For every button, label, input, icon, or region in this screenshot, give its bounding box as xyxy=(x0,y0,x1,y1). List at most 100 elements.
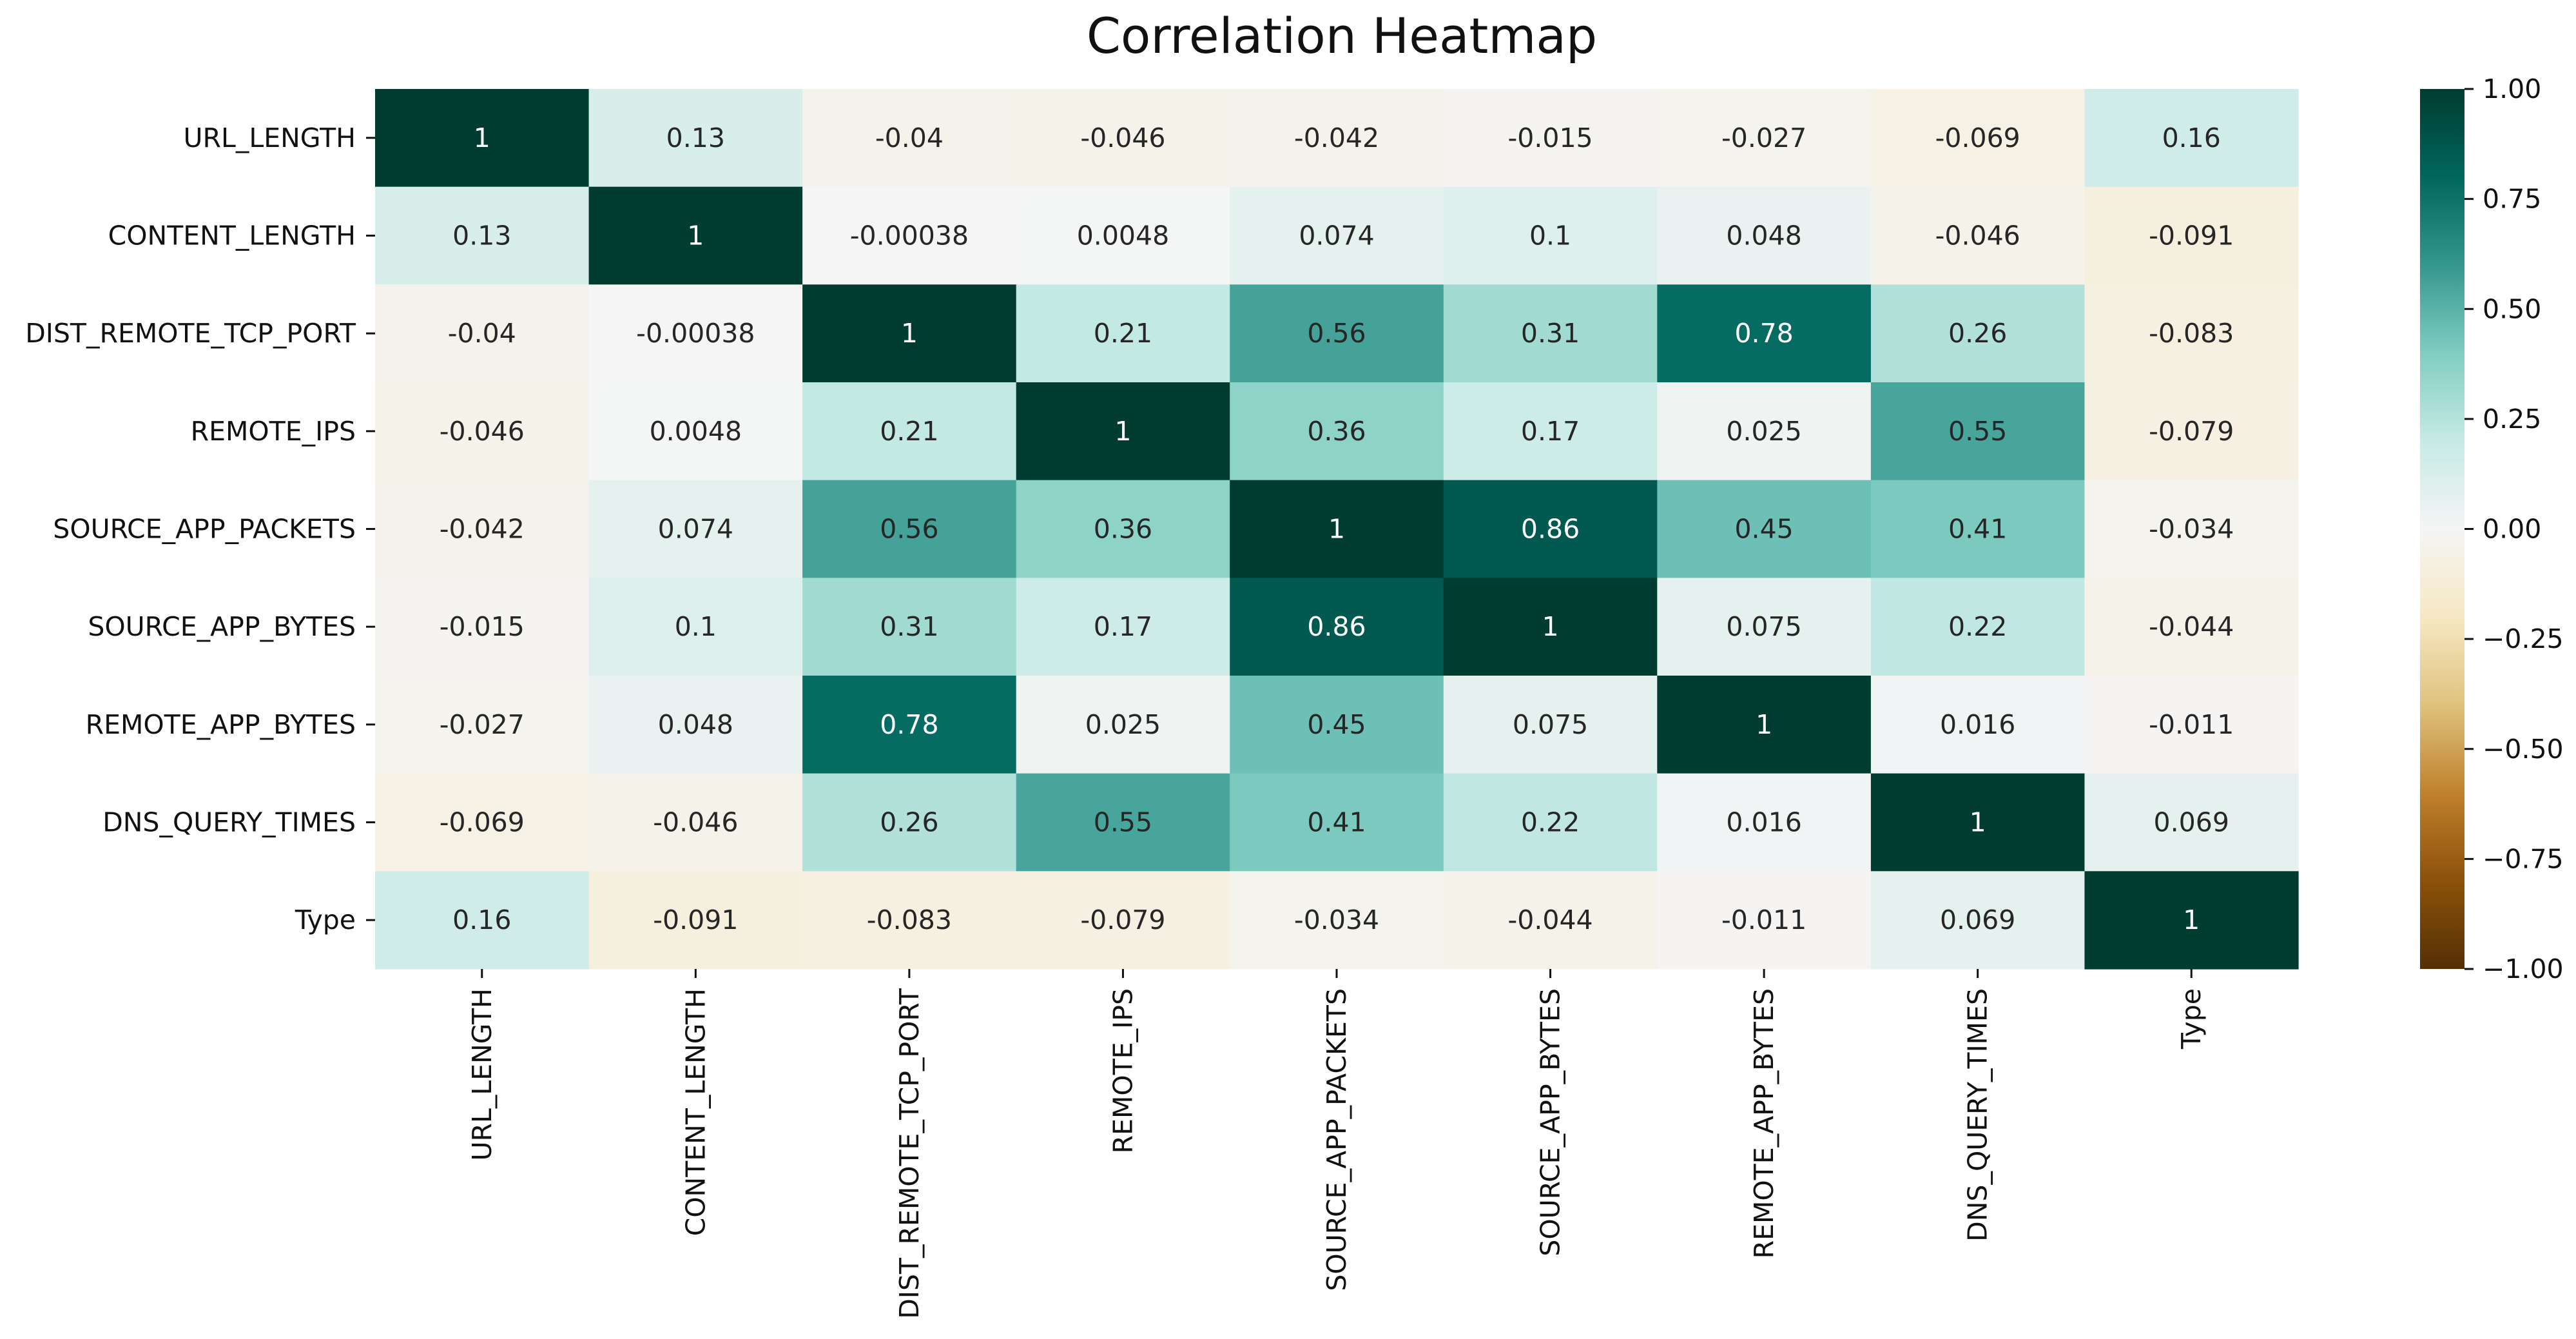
heatmap-cell xyxy=(2084,480,2299,578)
cell-value-label: 0.069 xyxy=(2154,807,2229,838)
heatmap-cell xyxy=(1443,284,1658,383)
colorbar-tick-label: 0.75 xyxy=(2483,184,2541,215)
cell-value-label: 0.86 xyxy=(1307,611,1366,642)
cell-value-label: 0.13 xyxy=(666,122,725,153)
cell-value-label: 0.22 xyxy=(1948,611,2007,642)
cell-value-label: 1 xyxy=(687,220,704,251)
cell-value-label: 0.78 xyxy=(880,709,938,740)
heatmap-cell xyxy=(1230,89,1444,188)
colorbar-ticks: 1.00 0.75 0.50 0.25 0.00 −0.25 −0.50 −0.75 −1.00 xyxy=(2465,73,2564,984)
x-tick-label: DNS_QUERY_TIMES xyxy=(1962,988,1993,1242)
heatmap-cell xyxy=(375,284,590,383)
heatmap-cell xyxy=(1870,480,2086,578)
cell-value-label: -0.091 xyxy=(2149,220,2234,251)
colorbar-tick-label: −1.00 xyxy=(2483,953,2564,984)
heatmap-cell xyxy=(1657,871,1872,970)
cell-value-label: 0.025 xyxy=(1085,709,1161,740)
heatmap-cell xyxy=(1016,480,1230,578)
cell-value-label: 0.17 xyxy=(1094,611,1152,642)
heatmap-cell xyxy=(375,871,590,970)
cell-value-label: -0.00038 xyxy=(636,318,755,349)
heatmap-cell xyxy=(802,480,1017,578)
cell-value-label: 0.26 xyxy=(880,807,938,838)
cell-value-label: -0.042 xyxy=(1294,122,1379,153)
cell-value-label: -0.027 xyxy=(1721,122,1806,153)
heatmap-cell xyxy=(1443,382,1658,481)
heatmap-cell xyxy=(588,186,803,285)
cell-value-label: 0.13 xyxy=(452,220,511,251)
x-tick-label: REMOTE_IPS xyxy=(1107,988,1138,1153)
heatmap-cell xyxy=(375,773,590,872)
heatmap-cell xyxy=(1016,284,1230,383)
cell-value-label: -0.04 xyxy=(448,318,516,349)
cell-value-label: 0.86 xyxy=(1521,514,1580,545)
heatmap-cell xyxy=(802,871,1017,970)
cell-value-label: -0.046 xyxy=(440,416,525,447)
cell-value-label: 0.78 xyxy=(1734,318,1793,349)
heatmap-cell xyxy=(2084,871,2299,970)
cell-value-label: 0.36 xyxy=(1094,514,1152,545)
cell-value-label: -0.027 xyxy=(440,709,525,740)
cell-value-label: 0.55 xyxy=(1948,416,2007,447)
y-tick-label: REMOTE_IPS xyxy=(191,416,356,447)
heatmap-cell xyxy=(375,578,590,676)
cell-value-label: -0.069 xyxy=(1935,122,2020,153)
heatmap-cell xyxy=(1870,186,2086,285)
cell-value-label: 0.22 xyxy=(1521,807,1580,838)
heatmap-cell xyxy=(1443,773,1658,872)
heatmap-cell xyxy=(1230,871,1444,970)
cell-value-label: 0.075 xyxy=(1513,709,1588,740)
heatmap-cell xyxy=(588,284,803,383)
cell-value-label: -0.034 xyxy=(1294,904,1379,935)
cell-value-label: 0.069 xyxy=(1940,904,2015,935)
cell-value-label: 0.048 xyxy=(1726,220,1801,251)
y-tick-label: DIST_REMOTE_TCP_PORT xyxy=(25,318,356,349)
heatmap-cell xyxy=(1443,871,1658,970)
heatmap-cell xyxy=(1657,578,1872,676)
cell-value-label: 0.21 xyxy=(880,416,938,447)
x-tick-label: REMOTE_APP_BYTES xyxy=(1748,988,1779,1258)
x-tick-label: SOURCE_APP_PACKETS xyxy=(1321,988,1352,1291)
heatmap-cell xyxy=(802,676,1017,774)
heatmap-cell xyxy=(1443,480,1658,578)
heatmap-cell xyxy=(1016,871,1230,970)
heatmap-cells: 1 0.13 -0.04 -0.046 -0.042 -0.015 -0.027 -0.069… xyxy=(375,89,2299,970)
cell-value-label: -0.04 xyxy=(875,122,944,153)
heatmap-cell xyxy=(1657,480,1872,578)
cell-value-label: -0.046 xyxy=(1080,122,1165,153)
heatmap-cell xyxy=(588,773,803,872)
heatmap-cell xyxy=(1230,773,1444,872)
colorbar: 1.00 0.75 0.50 0.25 0.00 −0.25 −0.50 −0.75 −1.00 xyxy=(2420,73,2564,984)
cell-value-label: 0.1 xyxy=(1529,220,1571,251)
heatmap-cell xyxy=(802,89,1017,188)
cell-value-label: 0.075 xyxy=(1726,611,1801,642)
cell-value-label: 0.31 xyxy=(1521,318,1580,349)
heatmap-cell xyxy=(2084,578,2299,676)
heatmap-cell xyxy=(1230,578,1444,676)
cell-value-label: -0.042 xyxy=(440,514,525,545)
heatmap-cell xyxy=(2084,773,2299,872)
heatmap-cell xyxy=(588,578,803,676)
colorbar-tick-label: 0.00 xyxy=(2483,514,2541,545)
heatmap-cell xyxy=(2084,89,2299,188)
cell-value-label: -0.079 xyxy=(1080,904,1165,935)
heatmap-cell xyxy=(1230,284,1444,383)
heatmap-cell xyxy=(1230,480,1444,578)
colorbar-tick-label: −0.50 xyxy=(2483,734,2564,765)
cell-value-label: 1 xyxy=(2183,904,2200,935)
cell-value-label: 0.048 xyxy=(658,709,733,740)
x-tick-label: URL_LENGTH xyxy=(467,988,498,1160)
cell-value-label: -0.046 xyxy=(653,807,738,838)
heatmap-cell xyxy=(1230,382,1444,481)
heatmap-cell xyxy=(375,382,590,481)
cell-value-label: 0.025 xyxy=(1726,416,1801,447)
cell-value-label: 0.016 xyxy=(1726,807,1801,838)
cell-value-label: -0.079 xyxy=(2149,416,2234,447)
chart-title: Correlation Heatmap xyxy=(1087,7,1597,64)
y-tick-label: SOURCE_APP_BYTES xyxy=(88,611,356,642)
cell-value-label: -0.034 xyxy=(2149,514,2234,545)
heatmap-cell xyxy=(1870,676,2086,774)
x-tick-label: Type xyxy=(2176,988,2207,1050)
heatmap-cell xyxy=(2084,186,2299,285)
